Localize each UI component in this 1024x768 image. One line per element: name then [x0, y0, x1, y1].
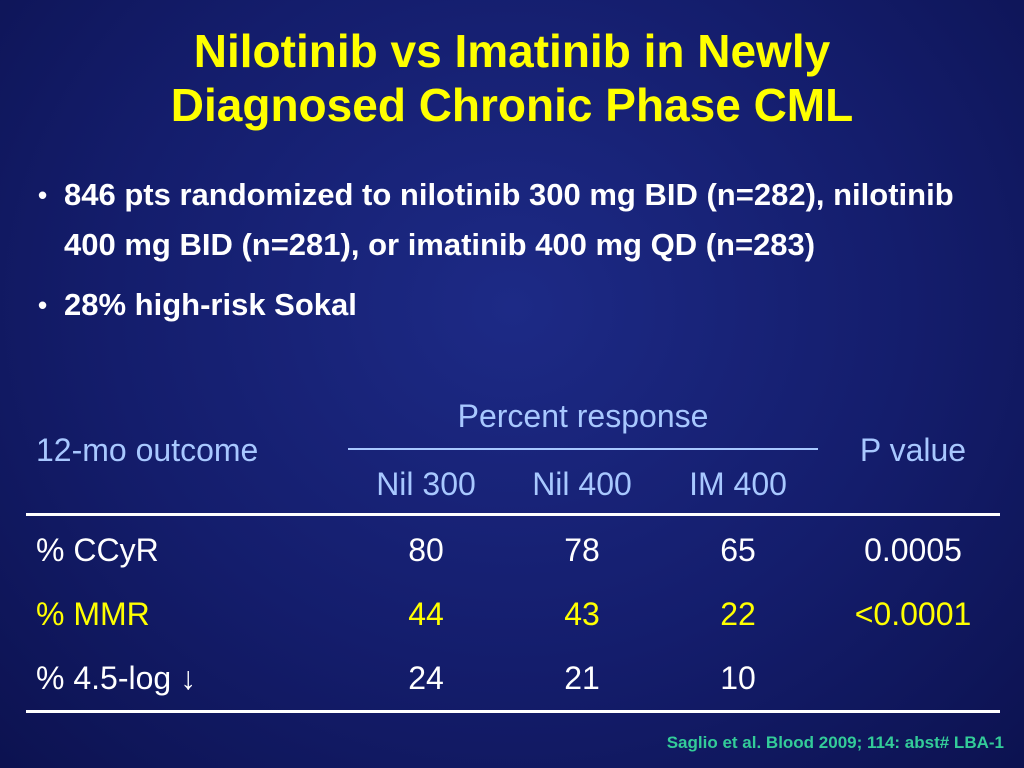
- header-im-400: IM 400: [689, 466, 787, 502]
- value-nil-400: 78: [564, 532, 600, 568]
- citation: Saglio et al. Blood 2009; 114: abst# LBA…: [666, 733, 1004, 752]
- row-label: % CCyR: [36, 532, 159, 568]
- value-nil-400: 43: [564, 596, 600, 632]
- row-label: % MMR: [36, 596, 150, 632]
- header-nil-300: Nil 300: [376, 466, 476, 502]
- header-nil-400: Nil 400: [532, 466, 632, 502]
- value-p: 0.0005: [864, 532, 962, 568]
- header-p-value: P value: [859, 432, 967, 468]
- table-row-mmr: % MMR 44 43 22 <0.0001: [26, 584, 1000, 644]
- bullet-dot-icon: •: [38, 180, 48, 210]
- table-row-ccyr: % CCyR 80 78 65 0.0005: [26, 520, 1000, 580]
- slide-title-line-2: Diagnosed Chronic Phase CML: [170, 79, 854, 131]
- slide-title: Nilotinib vs Imatinib in Newly Diagnosed…: [0, 24, 1024, 132]
- value-im-400: 65: [720, 532, 756, 568]
- table-top-rule: [26, 513, 1000, 516]
- outcome-table: 12-mo outcome Percent response P value N…: [26, 392, 1000, 722]
- bullet-list: • 846 pts randomized to nilotinib 300 mg…: [38, 170, 998, 330]
- header-percent-response: Percent response: [457, 398, 709, 434]
- value-nil-300: 80: [408, 532, 444, 568]
- table-row-4-5-log: % 4.5-log ↓ 24 21 10: [26, 648, 1000, 708]
- slide-title-line-1: Nilotinib vs Imatinib in Newly: [193, 25, 831, 77]
- value-im-400: 10: [720, 660, 756, 696]
- bullet-text: 846 pts randomized to nilotinib 300 mg B…: [64, 177, 954, 262]
- header-outcome: 12-mo outcome: [36, 432, 259, 468]
- value-nil-300: 44: [408, 596, 444, 632]
- value-im-400: 22: [720, 596, 756, 632]
- bullet-dot-icon: •: [38, 290, 48, 320]
- header-group-rule: [348, 448, 818, 450]
- bullet-item: • 28% high-risk Sokal: [38, 280, 998, 330]
- bullet-text: 28% high-risk Sokal: [64, 287, 357, 322]
- bullet-item: • 846 pts randomized to nilotinib 300 mg…: [38, 170, 998, 270]
- value-p: <0.0001: [854, 596, 972, 632]
- value-nil-400: 21: [564, 660, 600, 696]
- table-bottom-rule: [26, 710, 1000, 713]
- row-label: % 4.5-log ↓: [36, 660, 197, 696]
- value-nil-300: 24: [408, 660, 444, 696]
